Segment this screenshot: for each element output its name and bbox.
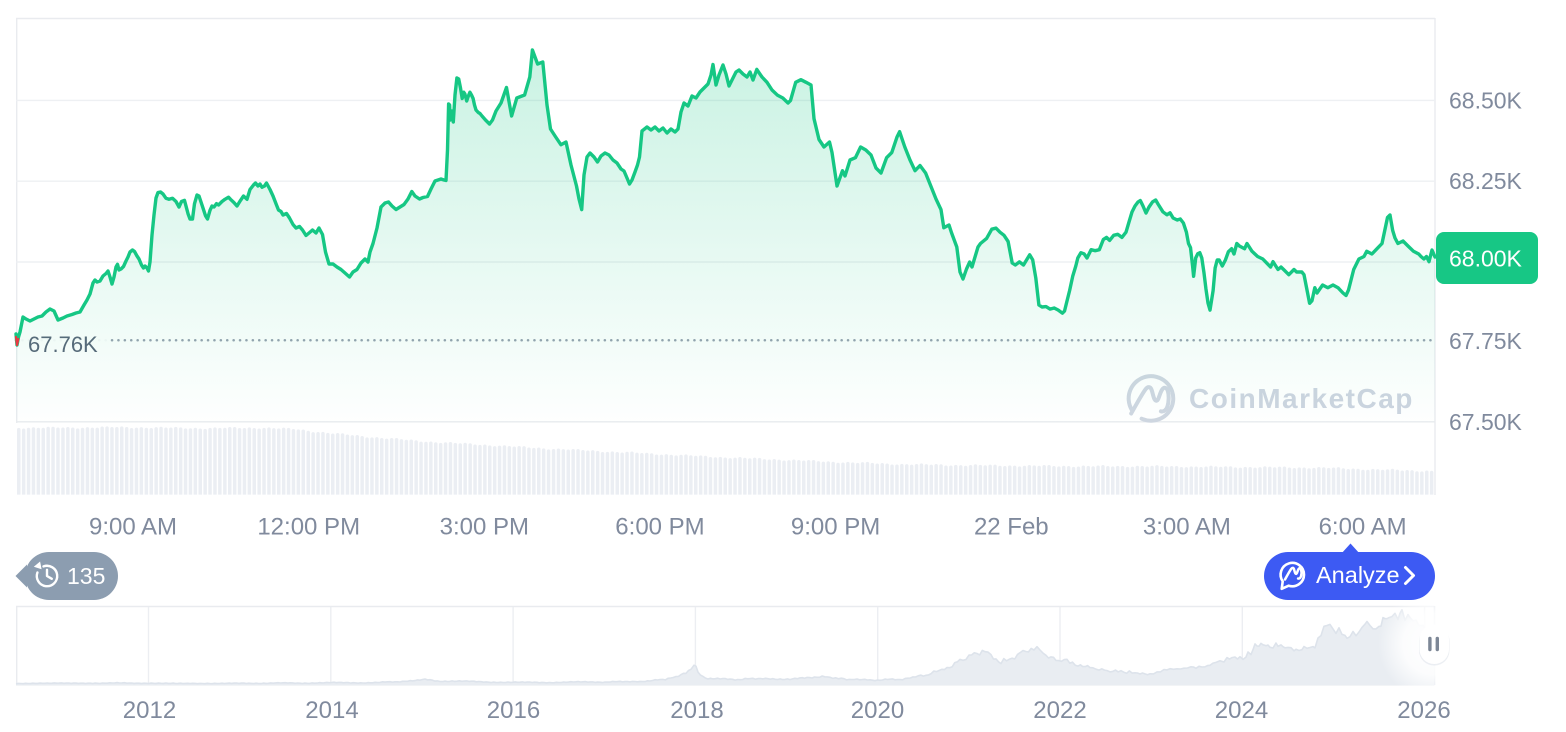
svg-text:2026: 2026 xyxy=(1397,697,1450,724)
svg-text:68.50K: 68.50K xyxy=(1449,87,1523,113)
svg-text:6:00 AM: 6:00 AM xyxy=(1319,514,1407,541)
svg-text:67.75K: 67.75K xyxy=(1449,328,1523,354)
svg-text:2014: 2014 xyxy=(305,697,358,724)
svg-text:2016: 2016 xyxy=(487,697,540,724)
svg-text:68.25K: 68.25K xyxy=(1449,168,1523,194)
svg-text:2018: 2018 xyxy=(670,697,723,724)
svg-text:2020: 2020 xyxy=(851,697,904,724)
svg-text:Analyze: Analyze xyxy=(1316,562,1400,588)
svg-text:12:00 PM: 12:00 PM xyxy=(257,514,360,541)
svg-text:22 Feb: 22 Feb xyxy=(974,514,1049,541)
svg-text:68.00K: 68.00K xyxy=(1449,246,1523,272)
svg-text:2012: 2012 xyxy=(123,697,176,724)
svg-text:3:00 PM: 3:00 PM xyxy=(440,514,529,541)
svg-text:9:00 AM: 9:00 AM xyxy=(89,514,177,541)
svg-text:2024: 2024 xyxy=(1215,697,1268,724)
svg-text:6:00 PM: 6:00 PM xyxy=(615,514,704,541)
svg-text:135: 135 xyxy=(67,563,105,589)
svg-text:67.50K: 67.50K xyxy=(1449,409,1523,435)
svg-text:9:00 PM: 9:00 PM xyxy=(791,514,880,541)
svg-text:3:00 AM: 3:00 AM xyxy=(1143,514,1231,541)
svg-text:2022: 2022 xyxy=(1033,697,1086,724)
